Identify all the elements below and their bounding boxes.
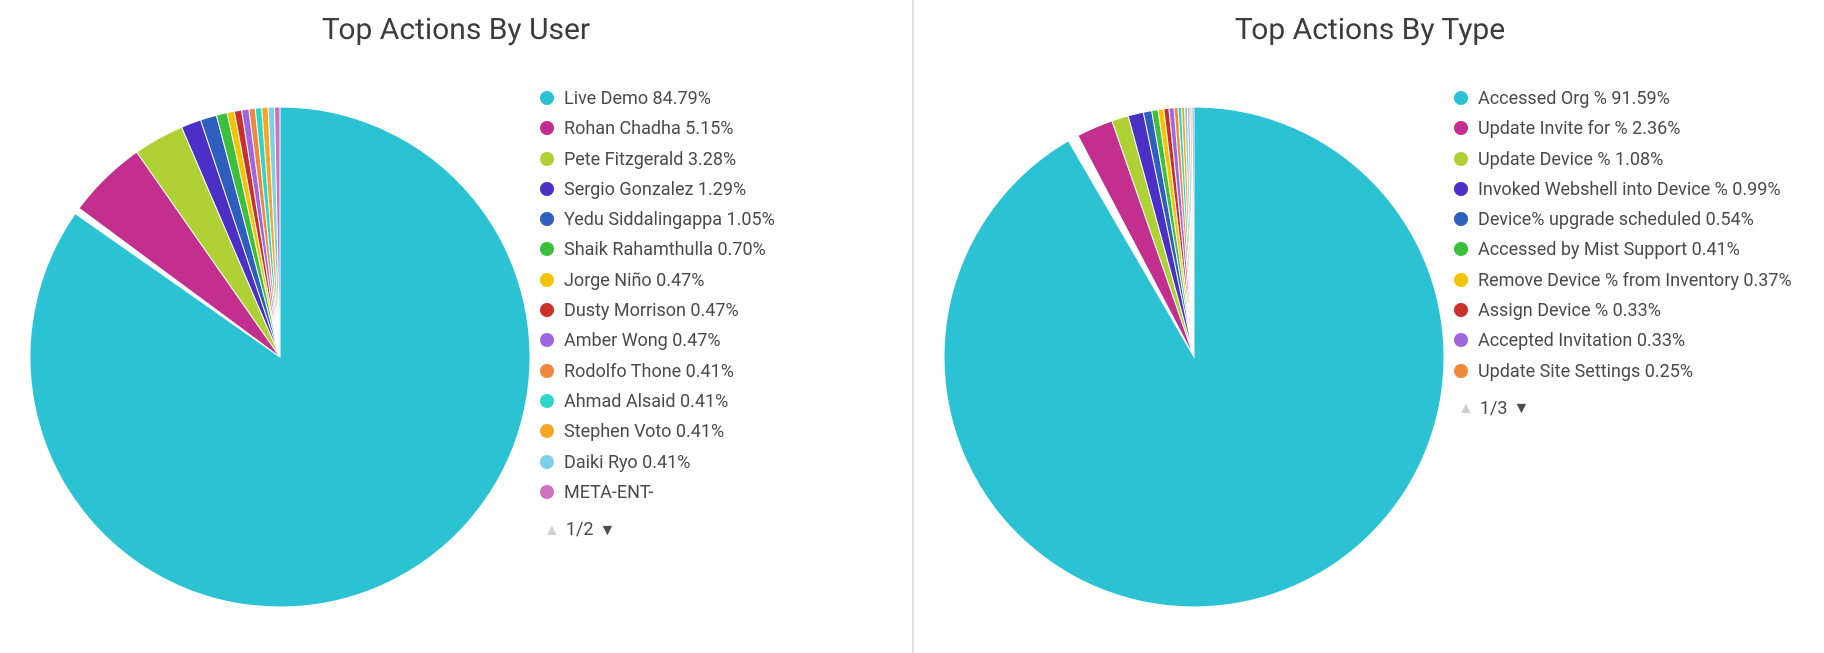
legend-label: Update Invite for % 2.36% [1478,117,1680,141]
legend-label: Accessed by Mist Support 0.41% [1478,238,1740,262]
legend-label: META-ENT- [564,481,653,505]
legend-swatch [540,182,554,196]
legend-swatch [540,333,554,347]
legend-item[interactable]: Invoked Webshell into Device % 0.99% [1454,178,1806,202]
legend-pager: ▲ 1/2 ▼ [544,519,892,540]
pager-label: 1/3 [1480,398,1508,419]
legend-item[interactable]: Rohan Chadha 5.15% [540,117,892,141]
legend-item[interactable]: Daiki Ryo 0.41% [540,451,892,475]
legend-item[interactable]: Accepted Invitation 0.33% [1454,329,1806,353]
legend-container: Live Demo 84.79% Rohan Chadha 5.15% Pete F… [540,47,892,540]
legend-label: Update Device % 1.08% [1478,148,1663,172]
legend-swatch [1454,364,1468,378]
legend-item[interactable]: Sergio Gonzalez 1.29% [540,178,892,202]
legend-label: Shaik Rahamthulla 0.70% [564,238,766,262]
legend-item[interactable]: Assign Device % 0.33% [1454,299,1806,323]
panel-body: Live Demo 84.79% Rohan Chadha 5.15% Pete F… [20,47,892,653]
legend-swatch [1454,121,1468,135]
legend-swatch [1454,212,1468,226]
legend-item[interactable]: Accessed Org % 91.59% [1454,87,1806,111]
legend-item[interactable]: Update Site Settings 0.25% [1454,360,1806,384]
pager-prev-icon[interactable]: ▲ [1458,400,1474,416]
legend-label: Update Site Settings 0.25% [1478,360,1693,384]
pie-chart-container [934,47,1454,627]
legend-item[interactable]: Update Device % 1.08% [1454,148,1806,172]
legend-label: Accepted Invitation 0.33% [1478,329,1685,353]
legend-label: Rodolfo Thone 0.41% [564,360,734,384]
legend-swatch [540,364,554,378]
legend-item[interactable]: Pete Fitzgerald 3.28% [540,148,892,172]
legend-label: Daiki Ryo 0.41% [564,451,690,475]
legend-swatch [540,424,554,438]
legend-item[interactable]: META-ENT- [540,481,892,505]
legend-label: Live Demo 84.79% [564,87,711,111]
legend-swatch [1454,91,1468,105]
legend-label: Ahmad Alsaid 0.41% [564,390,728,414]
legend-item[interactable]: Amber Wong 0.47% [540,329,892,353]
legend-swatch [1454,333,1468,347]
dashboard-stage: Top Actions By User Live Demo 84.79% Roha… [0,0,1824,653]
panel-body: Accessed Org % 91.59% Update Invite for %… [934,47,1806,653]
legend-pager: ▲ 1/3 ▼ [1458,398,1806,419]
legend-swatch [540,91,554,105]
legend-label: Dusty Morrison 0.47% [564,299,739,323]
legend-swatch [540,394,554,408]
legend-swatch [540,485,554,499]
legend-item[interactable]: Ahmad Alsaid 0.41% [540,390,892,414]
pie-chart[interactable] [20,57,540,617]
legend-swatch [540,242,554,256]
legend-label: Assign Device % 0.33% [1478,299,1661,323]
legend-swatch [1454,273,1468,287]
legend-item[interactable]: Yedu Siddalingappa 1.05% [540,208,892,232]
legend-item[interactable]: Live Demo 84.79% [540,87,892,111]
legend-item[interactable]: Device% upgrade scheduled 0.54% [1454,208,1806,232]
legend-item[interactable]: Remove Device % from Inventory 0.37% [1454,269,1806,293]
legend-swatch [540,455,554,469]
panel-title: Top Actions By Type [934,12,1806,47]
legend-label: Invoked Webshell into Device % 0.99% [1478,178,1781,202]
pager-next-icon[interactable]: ▼ [600,522,616,538]
legend-swatch [1454,182,1468,196]
legend-item[interactable]: Jorge Niño 0.47% [540,269,892,293]
legend-item[interactable]: Update Invite for % 2.36% [1454,117,1806,141]
legend-item[interactable]: Accessed by Mist Support 0.41% [1454,238,1806,262]
legend-label: Jorge Niño 0.47% [564,269,704,293]
legend-swatch [1454,242,1468,256]
legend-label: Device% upgrade scheduled 0.54% [1478,208,1754,232]
legend-label: Sergio Gonzalez 1.29% [564,178,746,202]
legend-swatch [1454,303,1468,317]
legend-label: Amber Wong 0.47% [564,329,721,353]
pager-next-icon[interactable]: ▼ [1514,400,1530,416]
legend-item[interactable]: Stephen Voto 0.41% [540,420,892,444]
panel-top-actions-by-type: Top Actions By Type Accessed Org % 91.59… [914,0,1824,653]
legend-list: Live Demo 84.79% Rohan Chadha 5.15% Pete F… [540,87,892,511]
pager-prev-icon[interactable]: ▲ [544,522,560,538]
legend-swatch [540,152,554,166]
legend-label: Stephen Voto 0.41% [564,420,724,444]
legend-label: Pete Fitzgerald 3.28% [564,148,736,172]
panel-top-actions-by-user: Top Actions By User Live Demo 84.79% Roha… [0,0,912,653]
legend-label: Accessed Org % 91.59% [1478,87,1670,111]
legend-swatch [540,273,554,287]
legend-list: Accessed Org % 91.59% Update Invite for %… [1454,87,1806,390]
pie-chart-container [20,47,540,627]
pager-label: 1/2 [566,519,594,540]
legend-swatch [540,121,554,135]
legend-label: Yedu Siddalingappa 1.05% [564,208,775,232]
legend-item[interactable]: Dusty Morrison 0.47% [540,299,892,323]
legend-item[interactable]: Rodolfo Thone 0.41% [540,360,892,384]
legend-swatch [540,303,554,317]
legend-swatch [1454,152,1468,166]
legend-swatch [540,212,554,226]
pie-chart[interactable] [934,57,1454,617]
legend-container: Accessed Org % 91.59% Update Invite for %… [1454,47,1806,419]
panel-title: Top Actions By User [20,12,892,47]
legend-label: Remove Device % from Inventory 0.37% [1478,269,1792,293]
legend-item[interactable]: Shaik Rahamthulla 0.70% [540,238,892,262]
legend-label: Rohan Chadha 5.15% [564,117,734,141]
